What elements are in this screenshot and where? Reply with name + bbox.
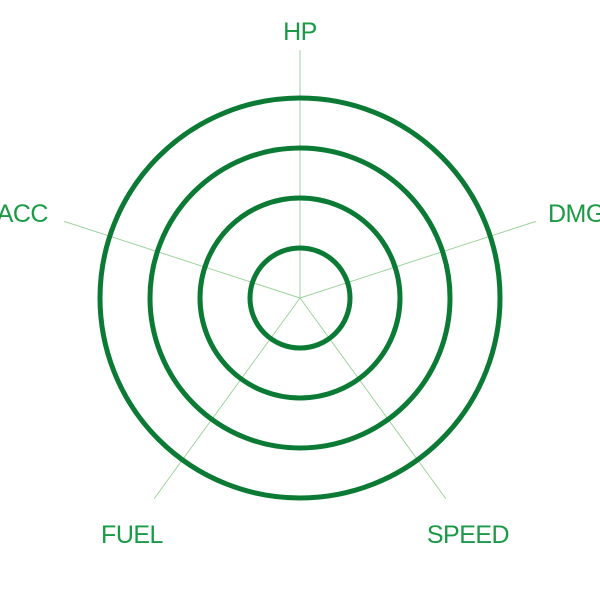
- radar-rings: [97, 95, 503, 501]
- spoke-dmg: [299, 220, 537, 299]
- axis-label-speed: SPEED: [427, 521, 509, 549]
- spoke-speed: [299, 297, 447, 499]
- spoke-acc: [63, 220, 301, 299]
- axis-label-acc: ACC: [0, 200, 48, 228]
- ring-2: [197, 195, 403, 401]
- axis-label-dmg: DMG: [548, 200, 600, 228]
- axis-label-fuel: FUEL: [101, 521, 164, 549]
- ring-4: [97, 95, 503, 501]
- radar-axis-labels: HP DMG SPEED FUEL ACC: [0, 18, 600, 549]
- ring-3: [147, 145, 453, 451]
- spoke-fuel: [153, 297, 301, 499]
- ring-1: [247, 245, 353, 351]
- radar-spokes: [63, 50, 537, 499]
- axis-label-hp: HP: [283, 18, 317, 46]
